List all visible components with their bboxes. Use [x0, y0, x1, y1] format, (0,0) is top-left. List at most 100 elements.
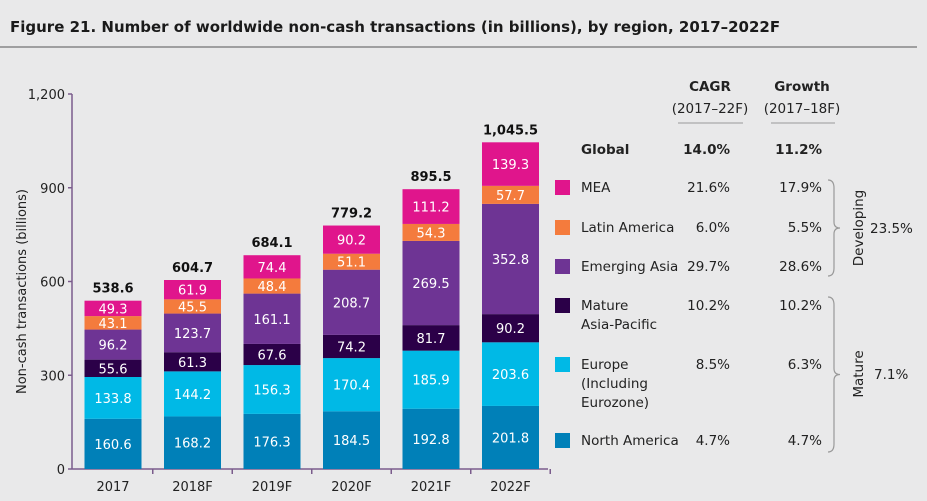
legend-swatch [555, 433, 570, 448]
segment-label: 184.5 [333, 434, 370, 449]
segment-label: 57.7 [496, 189, 525, 204]
y-tick-label: 300 [40, 369, 65, 384]
legend-label: Eurozone) [581, 395, 649, 411]
bar-segment [84, 316, 142, 330]
legend-cagr: 21.6% [687, 180, 730, 196]
bar-segment [482, 203, 539, 315]
segment-label: 54.3 [417, 226, 446, 241]
cagr-period: (2017–22F) [672, 101, 749, 117]
y-axis-label: Non-cash transactions (billions) [15, 189, 30, 394]
segment-label: 168.2 [174, 437, 211, 452]
segment-label: 201.8 [492, 431, 529, 446]
segment-label: 48.4 [258, 280, 287, 295]
segment-label: 55.6 [99, 362, 128, 377]
bar-segment [164, 299, 221, 314]
segment-label: 269.5 [412, 277, 449, 292]
group-value-mature: 7.1% [874, 367, 908, 383]
total-label: 895.5 [410, 170, 451, 185]
segment-label: 51.1 [337, 256, 366, 271]
segment-label: 203.6 [492, 368, 529, 383]
segment-label: 176.3 [253, 435, 290, 450]
segment-label: 161.1 [253, 313, 290, 328]
legend-global-label: Global [581, 142, 629, 158]
y-tick-label: 1,200 [28, 88, 65, 103]
bar-segment [482, 342, 539, 406]
total-label: 684.1 [251, 236, 292, 251]
x-tick-label: 2019F [252, 480, 293, 495]
segment-label: 208.7 [333, 296, 370, 311]
legend-swatch [555, 298, 570, 313]
legend-growth: 6.3% [788, 357, 822, 373]
legend-swatch [555, 259, 570, 274]
bar-segment [402, 325, 460, 351]
segment-label: 90.2 [337, 234, 366, 249]
legend-label: Emerging Asia [581, 259, 678, 275]
legend-growth: 17.9% [779, 180, 822, 196]
group-label-developing: Developing [851, 190, 867, 266]
legend-cagr: 4.7% [696, 433, 730, 449]
segment-label: 90.2 [496, 322, 525, 337]
segment-label: 49.3 [99, 302, 128, 317]
bar-segment [84, 359, 142, 377]
legend-cagr: 29.7% [687, 259, 730, 275]
bar-segment [243, 413, 301, 469]
segment-label: 133.8 [94, 392, 131, 407]
segment-label: 352.8 [492, 253, 529, 268]
segment-label: 81.7 [417, 332, 446, 347]
segment-label: 74.4 [258, 261, 287, 276]
bar-segment [243, 365, 301, 414]
chart-title: Figure 21. Number of worldwide non-cash … [10, 18, 780, 36]
x-tick-label: 2021F [411, 480, 452, 495]
segment-label: 67.6 [258, 349, 287, 364]
global-growth: 11.2% [775, 142, 822, 158]
segment-label: 170.4 [333, 379, 370, 394]
bar-segment [402, 350, 460, 409]
bar-segment [323, 253, 380, 270]
segment-label: 96.2 [99, 339, 128, 354]
segment-label: 139.3 [492, 158, 529, 173]
segment-label: 185.9 [412, 374, 449, 389]
segment-label: 61.9 [178, 284, 207, 299]
legend-growth: 4.7% [788, 433, 822, 449]
bar-segment [402, 189, 460, 224]
segment-label: 45.5 [178, 300, 207, 315]
segment-label: 61.3 [178, 356, 207, 371]
legend-cagr: 6.0% [696, 220, 730, 236]
total-label: 538.6 [92, 282, 133, 297]
legend-swatch [555, 357, 570, 372]
legend-cagr: 8.5% [696, 357, 730, 373]
bar-segment [482, 142, 539, 186]
legend-label: Mature [581, 298, 628, 314]
bar-segment [402, 408, 460, 469]
segment-label: 123.7 [174, 327, 211, 342]
bar-segment [243, 343, 301, 366]
legend-growth: 5.5% [788, 220, 822, 236]
legend-label: North America [581, 433, 679, 449]
segment-label: 111.2 [412, 201, 449, 216]
bar-segment [164, 313, 221, 353]
bar-segment [243, 293, 301, 344]
y-tick-label: 600 [40, 276, 65, 291]
bar-segment [164, 280, 221, 300]
legend-label: Europe [581, 357, 628, 373]
total-label: 604.7 [172, 261, 213, 276]
mature-brace [827, 296, 841, 453]
segment-label: 43.1 [99, 317, 128, 332]
growth-header: Growth [774, 79, 830, 95]
total-label: 779.2 [331, 207, 372, 222]
legend-label: Latin America [581, 220, 674, 236]
legend-growth: 28.6% [779, 259, 822, 275]
bar-segment [84, 329, 142, 360]
bar-segment [482, 314, 539, 343]
x-tick-label: 2022F [490, 480, 531, 495]
legend-label: MEA [581, 180, 611, 196]
bar-segment [402, 223, 460, 241]
legend-label: Asia-Pacific [581, 317, 657, 333]
segment-label: 192.8 [412, 433, 449, 448]
legend-growth: 10.2% [779, 298, 822, 314]
bar-segment [323, 334, 380, 359]
bar-segment [243, 255, 301, 279]
bar-segment [84, 300, 142, 317]
legend-label: (Including [581, 376, 648, 392]
